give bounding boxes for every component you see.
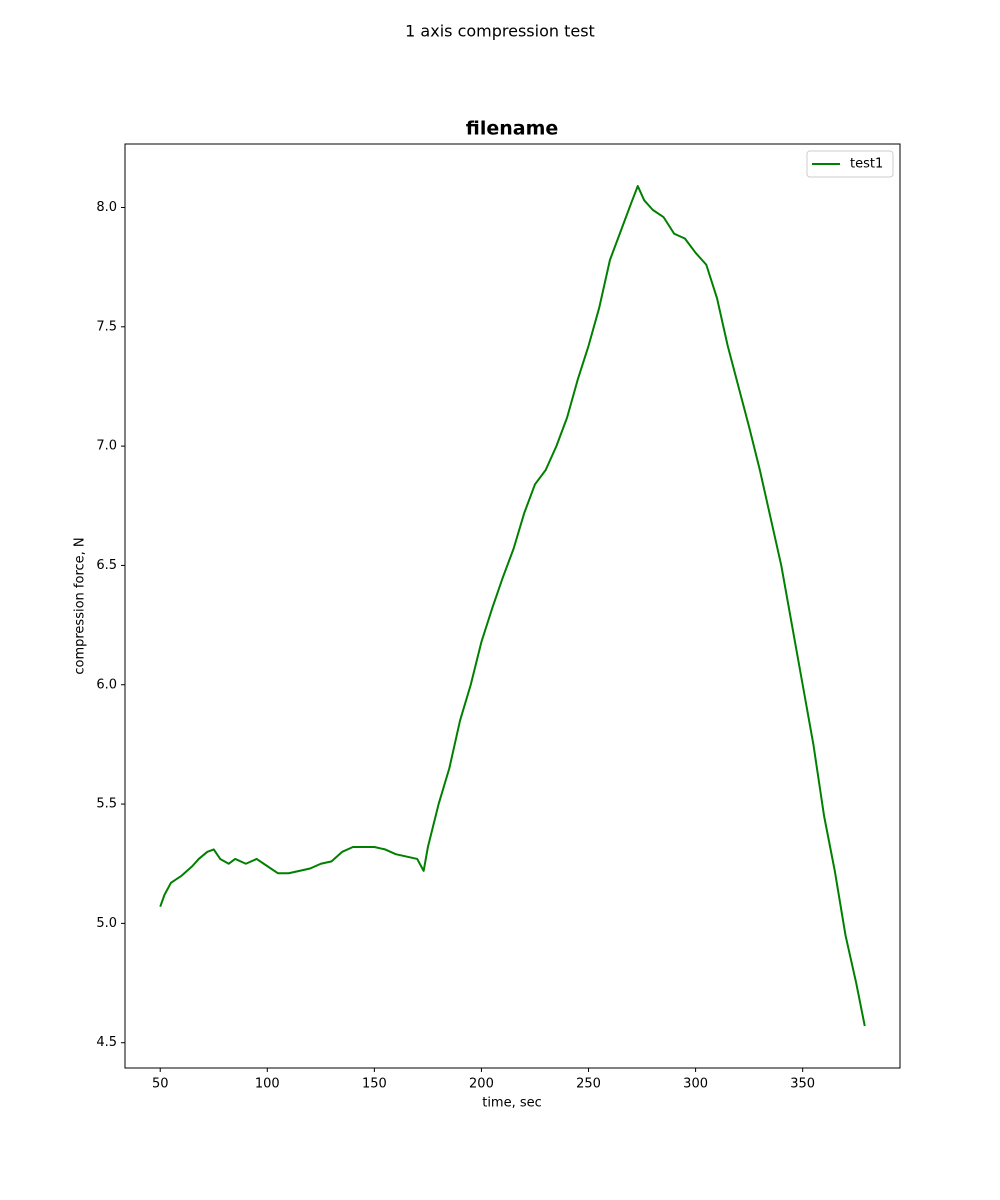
y-tick-label: 5.0	[96, 916, 117, 931]
plot-frame	[124, 143, 901, 1069]
suptitle: 1 axis compression test	[405, 22, 595, 41]
y-tick-label: 7.5	[96, 319, 117, 334]
legend-label: test1	[850, 157, 883, 172]
x-tick-label: 350	[790, 1077, 815, 1092]
y-tick-label: 6.0	[96, 677, 117, 692]
x-axis-label: time, sec	[482, 1096, 542, 1111]
data-line	[159, 185, 866, 1027]
y-tick-label: 5.5	[96, 797, 117, 812]
y-tick-label: 6.5	[96, 558, 117, 573]
x-tick-label: 300	[683, 1077, 708, 1092]
y-tick-label: 8.0	[96, 200, 117, 215]
x-tick-label: 50	[152, 1077, 169, 1092]
y-axis-label: compression force, N	[73, 537, 88, 674]
x-tick-label: 100	[255, 1077, 280, 1092]
x-tick-label: 200	[469, 1077, 494, 1092]
x-tick-label: 250	[576, 1077, 601, 1092]
y-tick-label: 4.5	[96, 1035, 117, 1050]
x-tick-label: 150	[362, 1077, 387, 1092]
chart-title: filename	[466, 118, 559, 140]
legend-box	[806, 150, 894, 178]
y-tick-label: 7.0	[96, 439, 117, 454]
